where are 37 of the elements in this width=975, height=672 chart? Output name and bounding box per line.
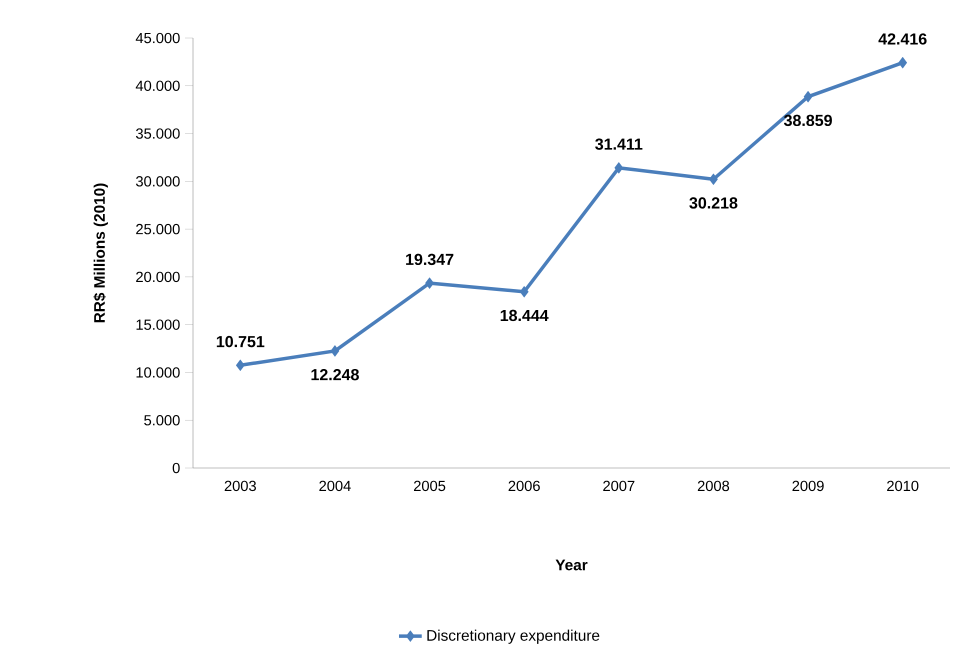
y-tick-label: 25.000 [136,224,180,234]
y-tick-label: 0 [172,462,180,474]
data-label: 18.444 [500,310,549,322]
x-tick-label: 2009 [792,480,824,492]
y-tick-label: 45.000 [136,32,180,44]
data-label: 12.248 [311,369,359,380]
y-tick-label: 20.000 [136,272,180,282]
x-tick-label: 2006 [508,480,540,492]
data-label: 42.416 [878,33,927,45]
x-axis-title: Year [556,560,588,570]
y-axis-title: RR$ Millions (2010) [93,183,108,322]
point [804,91,812,102]
x-tick-label: 2007 [603,480,634,492]
x-tick-label: 2004 [319,480,351,492]
data-label: 10.751 [216,336,264,348]
y-tick-label: 35.000 [136,128,180,139]
point [236,360,245,371]
x-tick-label: 2010 [887,480,918,492]
point [614,162,624,174]
y-tick-label: 5.000 [144,415,180,426]
y-tick-label: 10.000 [136,367,180,378]
data-label: 31.411 [595,138,642,150]
point [898,57,908,68]
legend-label: Discretionary expenditure [427,630,600,644]
point [709,174,718,185]
point [520,286,529,298]
x-tick-label: 2005 [414,480,446,492]
x-tick-label: 2008 [698,480,730,492]
y-tick-label: 40.000 [136,80,180,91]
x-tick-label: 2003 [224,480,256,492]
data-label: 30.218 [689,197,738,209]
y-tick-label: 15.000 [136,319,180,330]
data-label: 38.859 [784,114,832,126]
y-tick-label: 30.000 [136,176,180,187]
point [330,345,340,357]
point [425,277,434,289]
data-label: 19.347 [406,254,454,266]
